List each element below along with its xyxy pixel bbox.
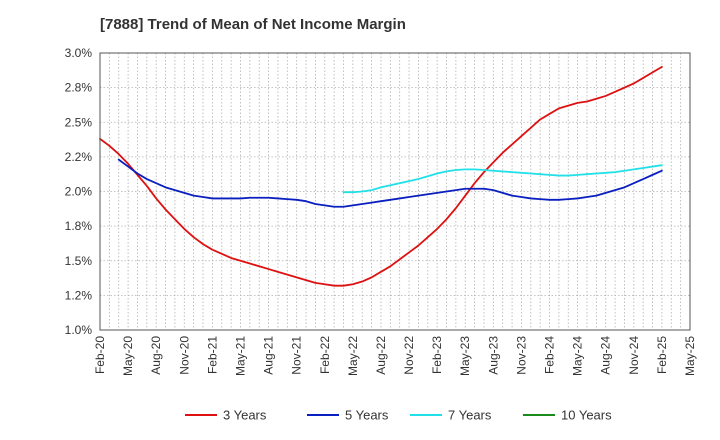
x-tick-label: Aug-22 [374, 336, 388, 375]
y-tick-label: 2.8% [65, 81, 93, 95]
x-tick-label: Nov-22 [402, 336, 416, 375]
x-tick-labels: Feb-20 May-20 Aug-20 Nov-20 Feb-21 May-21 Aug-… [93, 336, 697, 376]
y-tick-label: 1.2% [65, 288, 93, 302]
x-tick-label: Nov-20 [177, 336, 191, 375]
legend-label: 7 Years [448, 408, 492, 423]
y-tick-label: 2.5% [65, 115, 93, 129]
x-tick-label: Aug-21 [262, 336, 276, 375]
x-tick-label: Feb-23 [430, 336, 444, 374]
legend-label: 10 Years [561, 408, 612, 423]
x-tick-label: May-23 [458, 336, 472, 376]
x-tick-label: Aug-20 [149, 336, 163, 375]
x-tick-label: Feb-24 [543, 336, 557, 374]
legend-item: 5 Years [307, 408, 389, 423]
legend-label: 5 Years [345, 408, 389, 423]
x-tick-label: Feb-25 [655, 336, 669, 374]
chart-title: [7888] Trend of Mean of Net Income Margi… [100, 16, 406, 33]
x-tick-label: May-24 [571, 336, 585, 376]
x-tick-label: Aug-23 [486, 336, 500, 375]
legend: 3 Years 5 Years 7 Years 10 Years [185, 408, 612, 423]
y-tick-labels: 1.0% 1.2% 1.5% 1.8% 2.0% 2.2% 2.5% 2.8% 3.0% [65, 46, 93, 337]
y-tick-label: 1.0% [65, 323, 93, 337]
legend-item: 7 Years [410, 408, 492, 423]
y-tick-label: 3.0% [65, 46, 93, 60]
x-tick-label: Nov-21 [290, 336, 304, 375]
y-tick-label: 2.0% [65, 185, 93, 199]
series-line-3-years [99, 65, 663, 287]
y-tick-label: 2.2% [65, 150, 93, 164]
legend-item: 10 Years [523, 408, 612, 423]
x-tick-label: May-20 [121, 336, 135, 376]
series-line-7-years [342, 164, 663, 194]
x-tick-label: Feb-20 [93, 336, 107, 374]
x-tick-label: May-21 [233, 336, 247, 376]
legend-label: 3 Years [223, 408, 267, 423]
x-tick-label: Aug-24 [599, 336, 613, 375]
x-tick-label: Nov-23 [514, 336, 528, 375]
y-tick-label: 1.8% [65, 219, 93, 233]
axes [99, 52, 691, 331]
x-tick-label: May-25 [683, 336, 697, 376]
x-tick-label: Nov-24 [627, 336, 641, 375]
x-tick-label: Feb-21 [205, 336, 219, 374]
grid [99, 52, 691, 331]
series-line-5-years [117, 158, 663, 208]
series-lines [99, 65, 663, 287]
y-tick-label: 1.5% [65, 254, 93, 268]
legend-item: 3 Years [185, 408, 267, 423]
plot-frame [99, 52, 691, 331]
x-tick-label: May-22 [346, 336, 360, 376]
x-tick-label: Feb-22 [318, 336, 332, 374]
